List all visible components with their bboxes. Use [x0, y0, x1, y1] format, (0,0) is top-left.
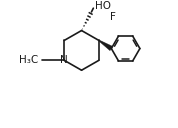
Text: HO: HO	[95, 1, 111, 11]
Text: F: F	[110, 13, 116, 23]
Text: H₃C: H₃C	[20, 55, 39, 65]
Text: N: N	[60, 55, 68, 65]
Polygon shape	[99, 40, 113, 51]
